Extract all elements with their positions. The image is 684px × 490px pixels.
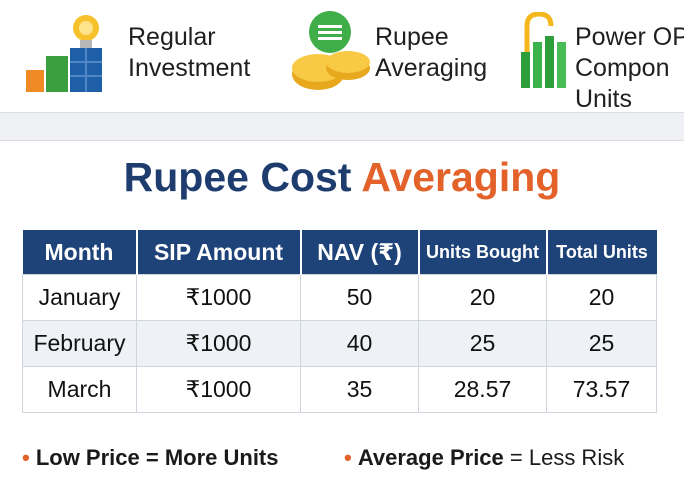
- header-sip-amount: SIP Amount: [136, 230, 302, 275]
- cell-nav: 40: [300, 320, 419, 367]
- title-part-1: Rupee Cost: [123, 154, 352, 200]
- cell-total-units: 20: [546, 274, 657, 321]
- cell-sip-amount: ₹1000: [136, 320, 301, 367]
- feature-rupee-averaging: Rupee Averaging: [285, 0, 505, 112]
- feature-line-2: Averaging: [375, 54, 488, 82]
- bullet-dot-icon: •: [344, 445, 352, 470]
- cell-units-bought: 25: [418, 320, 547, 367]
- header-month: Month: [22, 230, 138, 275]
- footer-bullet-2-bold: Average Price: [357, 445, 504, 470]
- cell-units-bought: 28.57: [418, 366, 547, 413]
- cell-total-units: 25: [546, 320, 657, 367]
- features-panel: Regular Investment Rupee Averaging: [0, 0, 684, 113]
- feature-power-compounding: Power OP Compon Units: [515, 0, 684, 113]
- sip-table: Month SIP Amount NAV (₹) Units Bought To…: [22, 230, 657, 413]
- cell-month: January: [22, 274, 137, 321]
- footer-notes: • Low Price = More Units • Average Price…: [22, 445, 682, 477]
- footer-bullet-2-rest: = Less Risk: [503, 445, 625, 470]
- feature-line-1: Regular: [128, 23, 216, 51]
- header-nav: NAV (₹): [300, 230, 420, 275]
- table-row: February ₹1000 40 25 25: [22, 320, 657, 367]
- cell-sip-amount: ₹1000: [136, 274, 301, 321]
- header-units-bought: Units Bought: [418, 230, 548, 275]
- cell-sip-amount: ₹1000: [136, 366, 301, 413]
- feature-line-2: Investment: [128, 54, 251, 82]
- cell-total-units: 73.57: [546, 366, 657, 413]
- bulb-bars-icon: [26, 15, 102, 92]
- cell-units-bought: 20: [418, 274, 547, 321]
- feature-line-3: Units: [575, 85, 632, 113]
- cell-month: February: [22, 320, 137, 367]
- page-title: Rupee Cost Averaging: [0, 154, 684, 201]
- coins-icon: [292, 11, 370, 90]
- cell-nav: 35: [300, 366, 419, 413]
- cell-month: March: [22, 366, 137, 413]
- footer-bullet-1: • Low Price = More Units: [22, 445, 279, 471]
- feature-line-1: Power OP: [575, 23, 684, 51]
- table-row: January ₹1000 50 20 20: [22, 274, 657, 321]
- feature-line-1: Rupee: [375, 23, 449, 51]
- growth-bars-icon: [521, 12, 566, 88]
- table-header-row: Month SIP Amount NAV (₹) Units Bought To…: [22, 230, 657, 275]
- feature-regular-investment: Regular Investment: [0, 0, 280, 112]
- footer-bullet-1-text: Low Price = More Units: [35, 445, 279, 470]
- feature-line-2: Compon: [575, 54, 670, 82]
- header-total-units: Total Units: [546, 230, 657, 275]
- footer-bullet-2: • Average Price = Less Risk: [344, 445, 624, 471]
- title-part-2: Averaging: [361, 154, 561, 200]
- table-row: March ₹1000 35 28.57 73.57: [22, 366, 657, 413]
- bullet-dot-icon: •: [22, 445, 30, 470]
- cell-nav: 50: [300, 274, 419, 321]
